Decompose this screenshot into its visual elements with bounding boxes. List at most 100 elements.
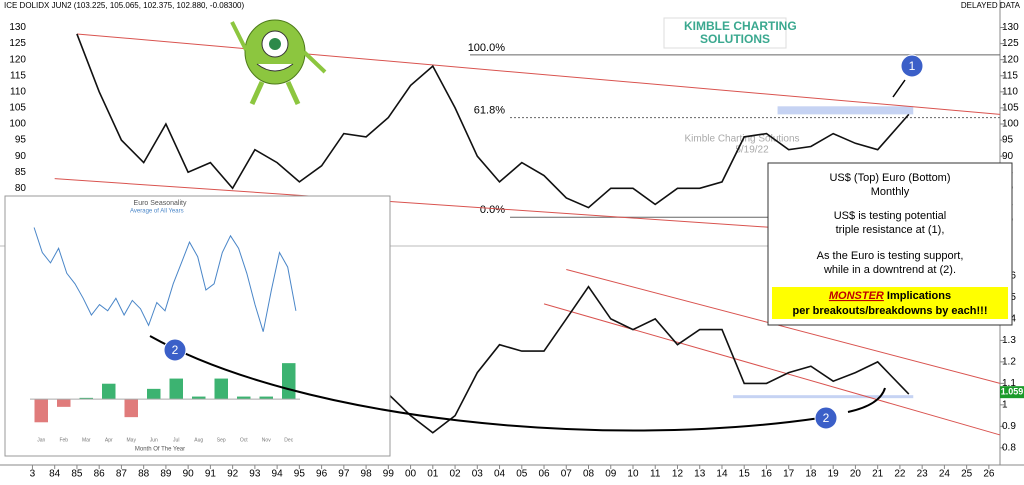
x-tick-label: 90 [183, 469, 195, 480]
y-tick-label: 130 [9, 22, 26, 33]
x-tick-label: 14 [716, 469, 728, 480]
note-heading: US$ (Top) Euro (Bottom) [829, 172, 950, 184]
legend-entry: Average of All Years [130, 209, 184, 215]
callout-label: 2 [823, 411, 830, 425]
trendline [543, 303, 1001, 436]
bar [57, 399, 71, 407]
callouts: 1 2 2 [149, 54, 924, 432]
y-tick-label: 80 [15, 183, 27, 194]
bar [147, 388, 161, 400]
y-tick-label: 115 [1002, 70, 1018, 81]
x-tick-label: 23 [917, 469, 929, 480]
logo-text: KIMBLE CHARTING [684, 19, 797, 33]
note-box: US$ (Top) Euro (Bottom) Monthly US$ is t… [767, 162, 1013, 326]
x-tick-label: 06 [538, 469, 550, 480]
fib-label: 61.8% [474, 104, 505, 116]
x-tick-label: 12 [672, 469, 684, 480]
x-tick-label: 05 [516, 469, 528, 480]
x-tick-label: Jun [150, 437, 158, 443]
y-tick-label: 100 [9, 119, 26, 130]
x-tick-label: 94 [272, 469, 284, 480]
x-tick-label: May [127, 437, 137, 443]
x-tick-label: 20 [850, 469, 862, 480]
logo-box [663, 17, 787, 49]
y-tick-label: 100 [1002, 119, 1019, 130]
y-tick-label: 85 [15, 167, 27, 178]
note-emphasis: MONSTER [829, 290, 884, 302]
x-tick-label: 92 [227, 469, 239, 480]
y-tick-label: 110 [1002, 86, 1018, 97]
x-tick-label: 97 [338, 469, 350, 480]
watermark: Kimble Charting Solutions [684, 134, 799, 145]
inset-box [4, 195, 391, 457]
x-tick-label: Feb [59, 437, 68, 443]
y-tick-label: 1 [1002, 399, 1008, 410]
monster-arm [230, 21, 248, 51]
zone [777, 106, 914, 115]
inset: Euro Seasonality Average of All Years Mo… [4, 195, 391, 457]
y-tick-label: 1.3 [1002, 335, 1016, 346]
x-tick-label: 3 [30, 469, 36, 480]
bar [282, 363, 296, 400]
bar [124, 399, 138, 418]
fib-label: 100.0% [468, 42, 506, 54]
y-tick-label: 105 [9, 103, 26, 114]
x-tick-label: 91 [205, 469, 217, 480]
monster-illustration [230, 19, 327, 106]
x-tick-label: 93 [249, 469, 261, 480]
series-line [76, 33, 910, 209]
y-tick-label: 95 [15, 135, 27, 146]
x-tick-label: Aug [194, 437, 203, 443]
x-tick-label: Jul [173, 437, 179, 443]
x-tick-label: 13 [694, 469, 706, 480]
bar [169, 378, 183, 400]
x-tick-label: Oct [240, 437, 248, 443]
arrow [149, 335, 821, 432]
x-tick-label: 21 [872, 469, 884, 480]
x-tick-label: 16 [761, 469, 773, 480]
bar [102, 383, 116, 400]
x-tick-label: 01 [427, 469, 439, 480]
x-tick-label: Mar [82, 437, 91, 443]
x-tick-label: 24 [939, 469, 951, 480]
monster-leg [285, 80, 301, 106]
x-tick-label: 99 [383, 469, 395, 480]
bar [79, 397, 93, 400]
x-tick-label: 08 [583, 469, 595, 480]
bar [237, 396, 251, 400]
callout-label: 1 [909, 59, 916, 73]
x-tick-label: 88 [138, 469, 150, 480]
x-tick-label: Dec [284, 437, 293, 443]
x-tick-label: 84 [49, 469, 61, 480]
note-heading: Monthly [871, 186, 910, 198]
x-tick-label: 89 [160, 469, 172, 480]
x-tick-label: 98 [361, 469, 373, 480]
trendline [566, 269, 1001, 384]
last-value-label: 1.059 [1001, 387, 1024, 397]
y-tick-label: 110 [10, 86, 26, 97]
x-tick-label: 07 [561, 469, 573, 480]
y-tick-label: 0.9 [1002, 421, 1016, 432]
y-tick-label: 90 [1002, 151, 1014, 162]
zone [733, 395, 914, 399]
x-tick-label: Sep [217, 437, 226, 443]
x-tick-label: 85 [71, 469, 83, 480]
bar [192, 396, 206, 400]
note-line: while in a downtrend at (2). [823, 264, 956, 276]
note-line: As the Euro is testing support, [817, 250, 964, 262]
y-tick-label: 1.2 [1002, 357, 1016, 368]
note-line: triple resistance at (1), [836, 224, 945, 236]
x-tick-label: 22 [894, 469, 906, 480]
x-tick-label: 11 [650, 469, 661, 480]
y-tick-label: 125 [1002, 38, 1019, 49]
last-value-box [1000, 386, 1024, 399]
bar [214, 378, 228, 400]
x-tick-label: 02 [449, 469, 461, 480]
note-highlight-text: per breakouts/breakdowns by each!!! [793, 305, 988, 317]
x-tick-label: 25 [961, 469, 973, 480]
y-tick-label: 1.1 [1002, 378, 1016, 389]
arrow [847, 387, 886, 413]
x-tick-label: 86 [94, 469, 106, 480]
x-tick-label: 00 [405, 469, 417, 480]
